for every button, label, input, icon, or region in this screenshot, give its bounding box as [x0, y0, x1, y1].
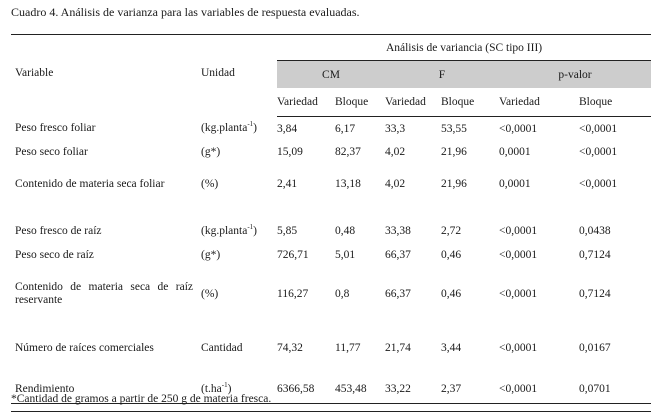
cell-cm-bloque: 6,17	[335, 122, 356, 135]
cell-cm-bloque: 0,8	[335, 288, 350, 300]
cell-f-variedad: 4,02	[385, 146, 406, 158]
cell-variable: Número de raíces comerciales	[15, 342, 154, 354]
cell-cm-variedad: 15,09	[277, 146, 303, 158]
cell-p-variedad: <0,0001	[499, 288, 538, 300]
cell-p-bloque: <0,0001	[579, 178, 618, 190]
cell-cm-variedad: 116,27	[277, 288, 309, 300]
cell-p-bloque: 0,0167	[579, 342, 611, 354]
cell-unit: (kg.planta-1)	[201, 120, 257, 135]
cell-cm-variedad: 74,32	[277, 342, 303, 354]
cell-f-bloque: 0,46	[441, 288, 462, 300]
cell-p-variedad: <0,0001	[499, 225, 538, 237]
table-row: Peso fresco de raíz (kg.planta-1) 5,85 0…	[11, 204, 651, 242]
cell-cm-bloque: 11,77	[335, 342, 361, 354]
cell-f-variedad: 66,37	[385, 288, 411, 300]
cell-cm-bloque: 0,48	[335, 225, 356, 237]
empty-header-cell	[201, 34, 277, 61]
cell-variable: Peso fresco foliar	[15, 122, 96, 135]
header-f-variedad: Variedad	[385, 88, 441, 117]
table-row: Rendimiento (t.ha-1) 6366,58 453,48 33,2…	[11, 375, 652, 404]
cell-cm-variedad: 3,84	[277, 122, 298, 135]
cell-variable: Peso seco de raíz	[15, 248, 94, 261]
header-variable: Variable	[15, 66, 54, 79]
header-p-bloque: Bloque	[579, 88, 652, 117]
cell-p-bloque: 0,7124	[579, 248, 611, 261]
cell-p-variedad: 0,0001	[499, 178, 531, 190]
cell-f-variedad: 33,22	[385, 375, 441, 404]
cell-p-variedad: <0,0001	[499, 375, 579, 404]
header-cm-variedad: Variedad	[277, 88, 335, 117]
table-footnote: *Cantidad de gramos a partir de 250 g de…	[11, 393, 272, 405]
cell-variable: Contenido de materia seca de raíz reserv…	[15, 281, 193, 306]
cell-unit: Cantidad	[201, 342, 243, 354]
cell-unit: (%)	[201, 178, 219, 190]
cell-p-variedad: 0,0001	[499, 146, 531, 158]
cell-variable: Rendimiento	[11, 375, 201, 404]
header-cm: CM	[277, 60, 385, 88]
cell-variable: Contenido de materia seca foliar	[15, 178, 165, 190]
cell-cm-bloque: 82,37	[335, 146, 361, 158]
cell-cm-variedad: 726,71	[277, 248, 309, 261]
cell-unit: (kg.planta-1)	[201, 223, 257, 237]
cell-p-variedad: <0,0001	[499, 122, 538, 135]
cell-f-bloque: 0,46	[441, 248, 462, 261]
table-row: Peso seco de raíz (g*) 726,71 5,01 66,37…	[11, 242, 651, 267]
header-f: F	[385, 60, 499, 88]
header-p-variedad: Variedad	[499, 88, 579, 117]
cell-p-bloque: 0,7124	[579, 288, 611, 300]
bottom-rule	[11, 411, 651, 412]
cell-unit: (g*)	[201, 248, 221, 261]
cell-f-bloque: 2,37	[441, 375, 499, 404]
table-row: Número de raíces comerciales Cantidad 74…	[11, 321, 651, 375]
table-row: Contenido de materia seca de raíz reserv…	[11, 267, 651, 321]
cell-p-variedad: <0,0001	[499, 342, 538, 354]
cell-unit: (t.ha-1)	[201, 375, 277, 404]
header-f-bloque: Bloque	[441, 88, 499, 117]
header-unidad: Unidad	[201, 66, 235, 79]
cell-p-bloque: <0,0001	[579, 146, 618, 158]
cell-cm-variedad: 6366,58	[277, 375, 335, 404]
cell-unit: (%)	[201, 288, 219, 300]
anova-group-header: Análisis de variancia (SC tipo III)	[277, 34, 652, 61]
cell-f-bloque: 21,96	[441, 146, 467, 158]
cell-f-bloque: 2,72	[441, 225, 462, 237]
cell-f-variedad: 66,37	[385, 248, 411, 261]
cell-cm-bloque: 13,18	[335, 178, 361, 190]
cell-f-variedad: 4,02	[385, 178, 406, 190]
anova-table: Análisis de variancia (SC tipo III) Vari…	[11, 34, 652, 404]
cell-f-variedad: 21,74	[385, 342, 411, 354]
cell-f-bloque: 21,96	[441, 178, 467, 190]
cell-unit: (g*)	[201, 146, 221, 158]
cell-variable: Peso fresco de raíz	[15, 225, 102, 237]
table-row: Peso fresco foliar (kg.planta-1) 3,84 6,…	[11, 117, 651, 141]
cell-p-bloque: 0,0438	[579, 225, 611, 237]
table-row: Peso seco foliar (g*) 15,09 82,37 4,02 2…	[11, 140, 651, 164]
cell-f-variedad: 33,38	[385, 225, 411, 237]
cell-f-bloque: 3,44	[441, 342, 462, 354]
cell-p-bloque: <0,0001	[579, 122, 618, 135]
header-pvalor: p-valor	[499, 60, 652, 88]
cell-cm-variedad: 5,85	[277, 225, 298, 237]
table-row: Contenido de materia seca foliar (%) 2,4…	[11, 164, 651, 204]
table-caption: Cuadro 4. Análisis de varianza para las …	[11, 5, 360, 19]
cell-f-bloque: 53,55	[441, 122, 467, 135]
cell-cm-bloque: 453,48	[335, 375, 385, 404]
header-cm-bloque: Bloque	[335, 88, 385, 117]
cell-cm-bloque: 5,01	[335, 248, 356, 261]
empty-header-cell	[11, 34, 201, 61]
cell-cm-variedad: 2,41	[277, 178, 298, 190]
cell-p-bloque: 0,0701	[579, 375, 652, 404]
cell-p-variedad: <0,0001	[499, 248, 538, 261]
cell-f-variedad: 33,3	[385, 122, 406, 135]
cell-variable: Peso seco foliar	[15, 146, 88, 158]
